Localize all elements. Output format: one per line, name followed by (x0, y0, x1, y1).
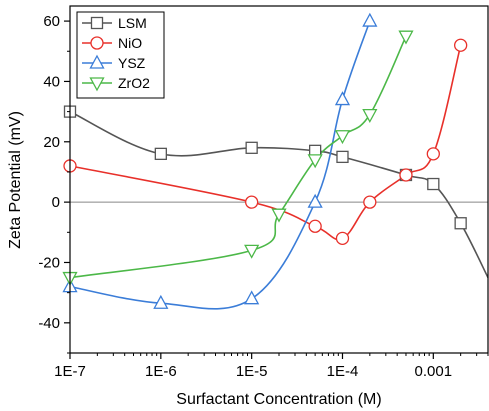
data-point-zro2 (334, 130, 351, 145)
data-point-lsm (336, 150, 349, 164)
legend-label-zro2: ZrO2 (118, 75, 150, 91)
y-axis-title: Zeta Potential (mV) (7, 111, 24, 249)
data-point-ysz (244, 290, 260, 305)
x-tick-label: 0.001 (415, 363, 453, 380)
data-point-zro2 (307, 154, 323, 169)
y-tick-label: 0 (52, 194, 60, 211)
data-point-ysz (362, 12, 378, 27)
data-point-lsm (154, 147, 167, 161)
data-point-nio (426, 147, 440, 161)
x-axis: 1E-7 1E-6 1E-5 1E-4 0.001 (54, 353, 489, 380)
data-point-ysz (307, 193, 323, 208)
data-point-lsm (427, 177, 440, 191)
data-point-zro2 (244, 244, 260, 259)
data-point-lsm (454, 217, 467, 230)
legend-label-lsm: LSM (118, 15, 147, 31)
data-point-zro2 (362, 108, 378, 123)
y-axis: -40 -20 0 20 40 60 (38, 13, 70, 354)
x-tick-label: 1E-5 (236, 363, 268, 380)
y-tick-label: 60 (43, 13, 60, 30)
x-tick-label: 1E-7 (54, 363, 86, 380)
legend-marker-ysz (89, 54, 105, 69)
legend-marker-lsm (90, 16, 104, 30)
data-point-nio (454, 38, 468, 52)
legend-marker-nio (90, 36, 104, 50)
y-tick-label: 40 (43, 73, 60, 90)
data-point-nio (335, 231, 350, 245)
x-tick-label: 1E-4 (327, 363, 359, 380)
legend-marker-zro2 (89, 77, 105, 92)
legend: LSM NiO YSZ ZrO2 (76, 11, 165, 99)
data-point-zro2 (271, 208, 287, 223)
series-line-lsm (69, 110, 489, 278)
legend-label-ysz: YSZ (118, 55, 146, 71)
data-point-ysz (334, 91, 351, 106)
data-point-nio (363, 195, 377, 209)
data-point-nio (308, 219, 322, 233)
x-axis-title: Surfactant Concentration (M) (176, 391, 381, 408)
y-tick-label: -40 (38, 315, 60, 332)
legend-label-nio: NiO (118, 35, 142, 51)
y-tick-label: 20 (43, 134, 60, 151)
data-point-lsm (245, 141, 258, 154)
data-point-nio (245, 195, 259, 209)
data-point-nio (399, 168, 413, 182)
series-line-ysz (69, 20, 371, 310)
x-tick-label: 1E-6 (145, 363, 177, 380)
data-point-zro2 (398, 30, 414, 45)
data-point-ysz (153, 294, 169, 309)
y-tick-label: -20 (38, 254, 60, 271)
